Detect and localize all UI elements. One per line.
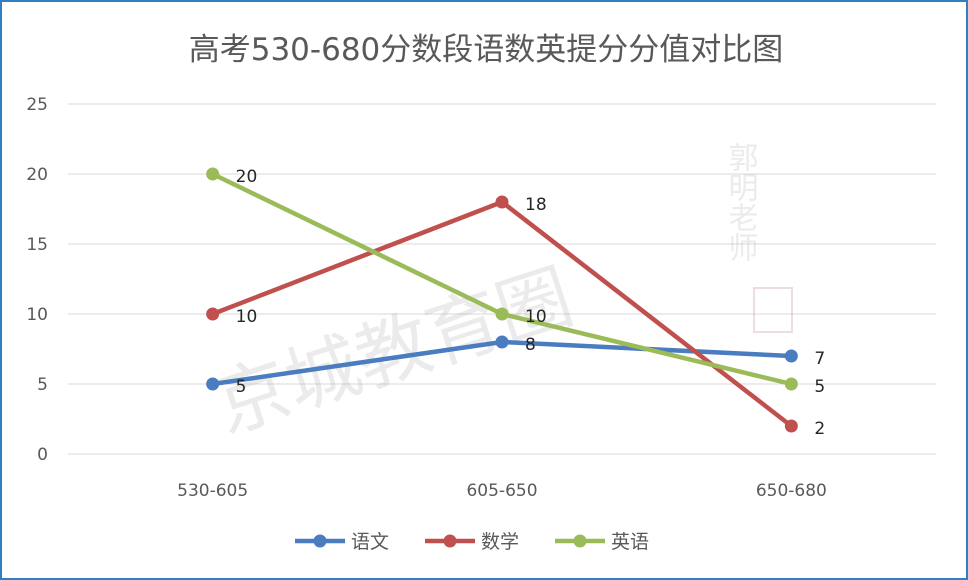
- data-label: 7: [814, 349, 825, 369]
- legend-marker: [443, 534, 457, 548]
- legend: 语文 数学 英语: [295, 531, 649, 553]
- data-point: [495, 335, 509, 349]
- legend-item: 英语: [555, 531, 649, 553]
- data-label: 20: [236, 167, 258, 187]
- data-point: [206, 307, 220, 321]
- y-tick-label: 20: [26, 165, 48, 185]
- data-label: 5: [814, 377, 825, 397]
- y-tick-label: 10: [26, 305, 48, 325]
- legend-item: 语文: [295, 531, 389, 553]
- data-point: [784, 419, 798, 433]
- data-label: 18: [525, 195, 547, 215]
- x-tick-label: 605-650: [466, 481, 537, 501]
- legend-item: 数学: [425, 531, 519, 553]
- legend-label: 英语: [611, 531, 649, 553]
- chart-title: 高考530-680分数段语数英提分分值对比图: [189, 32, 784, 68]
- y-tick-label: 5: [37, 375, 48, 395]
- data-label: 10: [525, 307, 547, 327]
- data-label: 10: [236, 307, 258, 327]
- x-tick-label: 650-680: [756, 481, 827, 501]
- y-axis-ticks: 0 5 10 15 20 25: [26, 95, 48, 465]
- legend-label: 语文: [351, 531, 389, 553]
- data-label: 8: [525, 335, 536, 355]
- data-label: 2: [814, 419, 825, 439]
- data-labels: 5 8 7 10 18 2 20 10 5: [236, 167, 825, 439]
- y-tick-label: 15: [26, 235, 48, 255]
- data-point: [206, 167, 220, 181]
- legend-marker: [313, 534, 327, 548]
- watermark-seal: [753, 287, 793, 333]
- series-points: [206, 167, 798, 433]
- y-tick-label: 25: [26, 95, 48, 115]
- y-tick-label: 0: [37, 445, 48, 465]
- watermark-signature: 郭明老师: [723, 142, 759, 262]
- data-point: [495, 195, 509, 209]
- data-point: [784, 349, 798, 363]
- data-point: [495, 307, 509, 321]
- x-tick-label: 530-605: [177, 481, 248, 501]
- watermark: 京城教育圈 郭明老师: [204, 142, 793, 450]
- legend-marker: [573, 534, 587, 548]
- x-axis-ticks: 530-605 605-650 650-680: [177, 481, 827, 501]
- data-point: [784, 377, 798, 391]
- legend-label: 数学: [481, 531, 519, 553]
- data-label: 5: [236, 377, 247, 397]
- data-point: [206, 377, 220, 391]
